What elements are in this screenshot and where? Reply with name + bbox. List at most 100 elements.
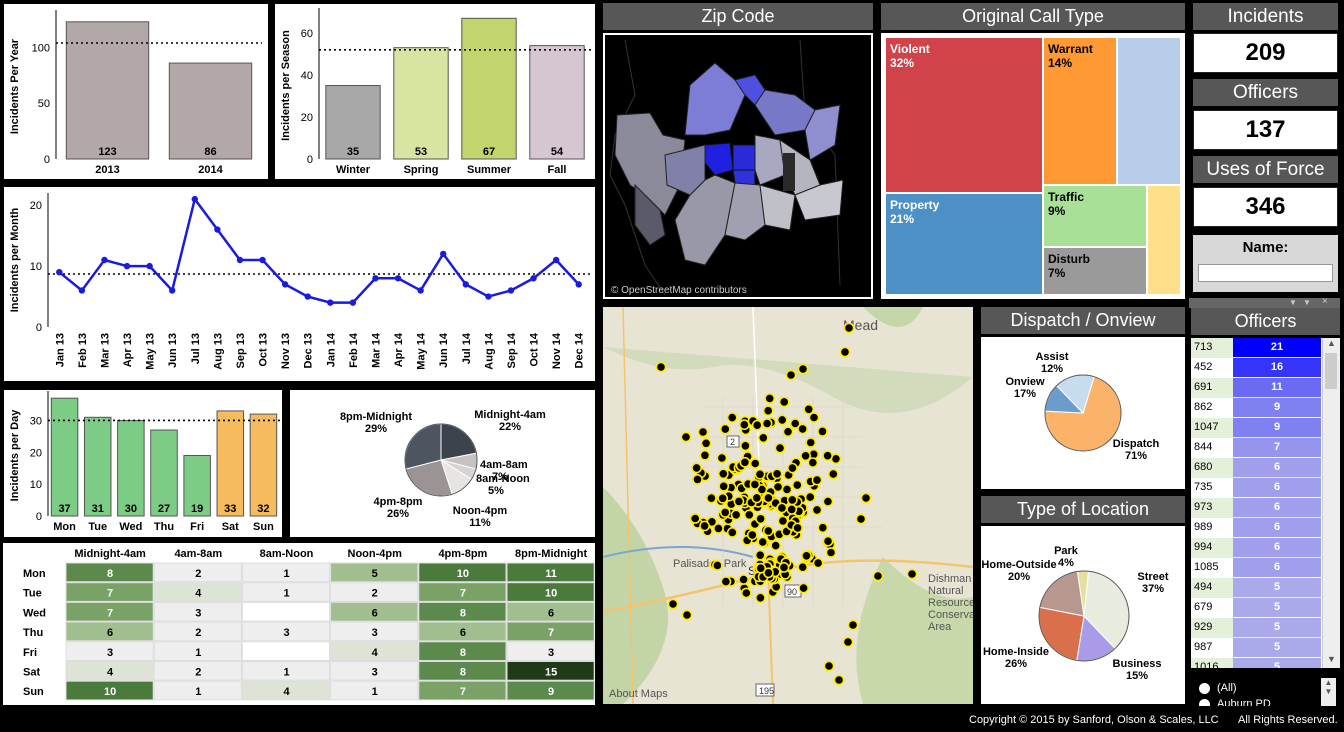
month-point[interactable]: [417, 287, 424, 294]
month-point[interactable]: [281, 281, 289, 288]
month-point[interactable]: [56, 268, 63, 276]
incident-marker[interactable]: [855, 513, 867, 525]
treemap-property[interactable]: Property 21%: [885, 193, 1043, 295]
month-point[interactable]: [236, 256, 244, 264]
heatmap-cell[interactable]: [506, 621, 595, 642]
incident-marker[interactable]: [860, 492, 872, 504]
incident-marker[interactable]: [792, 522, 803, 534]
incident-marker[interactable]: [791, 479, 803, 491]
month-point[interactable]: [394, 275, 402, 282]
incident-marker[interactable]: [726, 526, 738, 538]
month-point[interactable]: [146, 262, 153, 270]
heatmap-cell[interactable]: [65, 621, 154, 642]
incident-marker[interactable]: [839, 346, 851, 358]
officers-list[interactable]: 713 21 452 16 691 11 862 9 1047 9 844 7 680 6 735 6 973 6…: [1191, 338, 1340, 668]
incident-marker[interactable]: [730, 509, 742, 521]
heatmap-cell[interactable]: [241, 661, 331, 681]
incident-marker[interactable]: [681, 609, 693, 621]
incident-marker[interactable]: [776, 414, 788, 426]
day-bar[interactable]: [216, 410, 245, 517]
incident-marker[interactable]: [689, 513, 701, 524]
officer-row[interactable]: 735 6: [1191, 478, 1321, 498]
year-bar[interactable]: [65, 21, 150, 160]
incident-marker[interactable]: [762, 525, 774, 537]
incident-marker[interactable]: [782, 426, 794, 438]
incident-marker[interactable]: [697, 426, 709, 438]
heatmap-cell[interactable]: [241, 601, 331, 622]
incident-marker[interactable]: [825, 547, 837, 558]
officer-row[interactable]: 452 16: [1191, 358, 1321, 378]
incident-marker[interactable]: [781, 483, 793, 495]
incident-marker[interactable]: [717, 492, 729, 504]
incident-marker[interactable]: [776, 502, 788, 514]
incident-marker[interactable]: [743, 509, 755, 521]
incident-marker[interactable]: [762, 492, 774, 504]
day-bar[interactable]: [249, 413, 278, 517]
incident-marker[interactable]: [761, 418, 773, 429]
incident-marker[interactable]: [774, 442, 786, 454]
season-bar[interactable]: [461, 17, 517, 160]
incident-marker[interactable]: [712, 559, 723, 571]
heatmap-cell[interactable]: [153, 601, 242, 622]
incident-marker[interactable]: [719, 506, 731, 518]
heatmap-cell[interactable]: [153, 661, 242, 681]
incident-marker[interactable]: [778, 561, 790, 573]
incident-marker[interactable]: [757, 536, 769, 548]
incident-marker[interactable]: [827, 468, 839, 480]
officer-row[interactable]: 691 11: [1191, 378, 1321, 398]
month-point[interactable]: [101, 256, 108, 264]
heatmap-cell[interactable]: [241, 562, 331, 583]
heatmap-cell[interactable]: [241, 621, 331, 642]
incident-marker[interactable]: [771, 468, 783, 480]
officer-row[interactable]: 989 6: [1191, 518, 1321, 538]
month-point[interactable]: [191, 195, 198, 203]
filter-scrollbar[interactable]: ▲ ▼: [1321, 678, 1336, 706]
incident-marker[interactable]: [872, 570, 884, 582]
incident-marker[interactable]: [786, 503, 798, 515]
incident-marker[interactable]: [785, 369, 797, 381]
incident-marker[interactable]: [749, 478, 761, 490]
zip-map-panel[interactable]: © OpenStreetMap contributors: [603, 33, 873, 299]
call-type-treemap[interactable]: Violent 32% Warrant 14% Property 21% Traffi…: [881, 33, 1185, 299]
incident-marker[interactable]: [843, 322, 855, 334]
heatmap-cell[interactable]: [418, 680, 507, 701]
incident-marker[interactable]: [754, 549, 766, 561]
name-input[interactable]: [1198, 264, 1333, 282]
incident-marker[interactable]: [786, 462, 798, 474]
officer-row[interactable]: 494 5: [1191, 578, 1321, 598]
incident-marker[interactable]: [739, 456, 751, 468]
officers-scrollbar[interactable]: ▲ ▼: [1322, 338, 1340, 668]
scroll-up-icon[interactable]: ▲: [1327, 338, 1336, 348]
officer-row[interactable]: 987 5: [1191, 638, 1321, 658]
incident-marker[interactable]: [751, 419, 763, 431]
heatmap-cell[interactable]: [506, 680, 595, 701]
heatmap-cell[interactable]: [153, 562, 242, 583]
incident-marker[interactable]: [847, 619, 859, 631]
heatmap-cell[interactable]: [330, 582, 419, 602]
heatmap-cell[interactable]: [506, 562, 595, 583]
incident-marker[interactable]: [811, 474, 823, 486]
heatmap-cell[interactable]: [506, 582, 595, 602]
incident-marker[interactable]: [762, 405, 774, 417]
incident-marker[interactable]: [801, 550, 812, 562]
filter-option-all[interactable]: (All): [1199, 682, 1237, 694]
officer-row[interactable]: 1016 5: [1191, 658, 1321, 668]
heatmap-cell[interactable]: [330, 601, 419, 622]
officer-row[interactable]: 862 9: [1191, 398, 1321, 418]
day-bar[interactable]: [150, 429, 178, 517]
heatmap-cell[interactable]: [418, 562, 507, 583]
heatmap-cell[interactable]: [506, 641, 595, 662]
incident-marker[interactable]: [756, 483, 768, 495]
heatmap-cell[interactable]: [330, 621, 419, 642]
scroll-thumb[interactable]: [1325, 353, 1337, 389]
month-point[interactable]: [123, 262, 131, 270]
incident-marker[interactable]: [797, 363, 809, 375]
incident-marker[interactable]: [770, 540, 782, 551]
heatmap-cell[interactable]: [241, 680, 331, 701]
incident-marker[interactable]: [822, 450, 833, 462]
day-bar[interactable]: [117, 419, 145, 517]
incident-marker[interactable]: [778, 396, 790, 408]
officer-row[interactable]: 1085 6: [1191, 558, 1321, 578]
incident-marker[interactable]: [789, 418, 801, 429]
month-point[interactable]: [485, 293, 492, 300]
